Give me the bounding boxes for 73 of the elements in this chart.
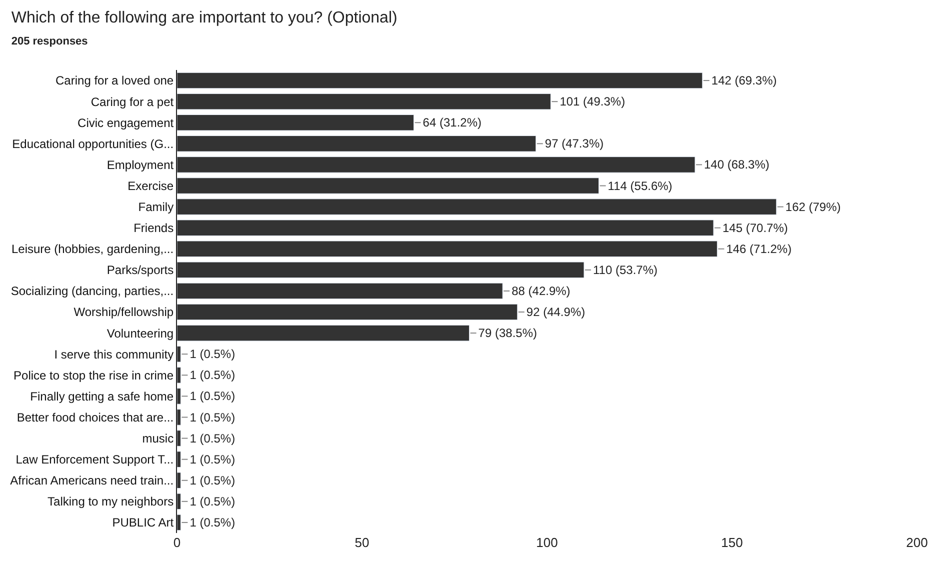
data-label: 79 (38.5%): [472, 326, 538, 340]
data-label: 140 (68.3%): [698, 158, 770, 172]
data-label: 1 (0.5%): [184, 389, 236, 404]
bar: [177, 324, 470, 342]
bar: [177, 409, 181, 426]
bar: [177, 493, 181, 510]
bar: [177, 114, 414, 131]
data-label: 101 (49.3%): [554, 94, 626, 109]
bar: [177, 198, 777, 215]
text: 205 responses: [11, 36, 88, 48]
data-label: 1 (0.5%): [184, 368, 236, 382]
y-tick-label: Caring for a pet: [90, 94, 174, 109]
bar: [177, 430, 181, 446]
data-label: 1 (0.5%): [184, 452, 236, 466]
bar: [177, 282, 503, 300]
bar: [177, 220, 714, 236]
data-label: 1 (0.5%): [184, 473, 236, 488]
x-tick-label: 0: [173, 535, 181, 550]
data-label: 110 (53.7%): [587, 262, 658, 277]
y-tick-label: African Americans need train...: [10, 474, 174, 488]
y-tick-label: Better food choices that are...: [16, 410, 174, 424]
y-tick-label: Family: [138, 200, 174, 214]
y-tick-label: Civic engagement: [78, 116, 174, 130]
data-label: 1 (0.5%): [184, 515, 236, 530]
y-tick-label: Volunteering: [106, 326, 174, 340]
bar: [177, 451, 181, 468]
y-tick-label: Worship/fellowship: [74, 305, 174, 320]
bar: [177, 304, 518, 320]
x-tick-label: 200: [906, 535, 928, 550]
y-tick-label: Talking to my neighbors: [48, 494, 174, 509]
bar: [177, 136, 536, 152]
data-label: 1 (0.5%): [184, 494, 236, 508]
y-tick-label: PUBLIC Art: [112, 516, 174, 530]
y-tick-label: Police to stop the rise in crime: [14, 368, 174, 382]
chart-title: Which of the following are important to you? (Optional): [11, 10, 398, 27]
data-label: 64 (31.2%): [416, 116, 482, 130]
data-label: 142 (69.3%): [705, 74, 777, 88]
data-label: 146 (71.2%): [720, 242, 792, 256]
bar: [177, 178, 600, 194]
y-tick-label: Leisure (hobbies, gardening,...: [11, 242, 174, 256]
y-tick-label: Parks/sports: [106, 263, 174, 278]
bar: [177, 367, 181, 384]
data-label: 1 (0.5%): [184, 410, 236, 424]
y-tick-label: Finally getting a safe home: [30, 389, 174, 404]
bar: [177, 72, 703, 89]
data-label: 1 (0.5%): [184, 347, 236, 362]
y-tick-label: Educational opportunities (G...: [12, 136, 174, 151]
y-tick-label: Friends: [134, 221, 174, 236]
y-tick-label: Exercise: [128, 178, 174, 193]
data-label: 88 (42.9%): [506, 284, 570, 298]
y-tick-label: music: [142, 432, 174, 446]
x-tick-label: 100: [536, 535, 558, 550]
y-tick-label: Law Enforcement Support T...: [16, 452, 174, 467]
y-tick-label: Socializing (dancing, parties,...: [10, 284, 174, 298]
data-label: 1 (0.5%): [184, 431, 236, 446]
y-tick-label: I serve this community: [54, 347, 174, 362]
data-label: 92 (44.9%): [520, 305, 586, 320]
bar: [177, 240, 718, 258]
bar: [177, 262, 584, 278]
x-tick-label: 50: [354, 535, 370, 550]
bar: [177, 346, 181, 362]
data-label: 145 (70.7%): [716, 220, 788, 235]
bar: [177, 472, 181, 489]
data-label: 114 (55.6%): [602, 178, 672, 193]
x-tick-label: 150: [721, 535, 743, 550]
bar: [177, 514, 181, 531]
bar: [177, 156, 696, 173]
bar: [177, 93, 551, 110]
data-label: 162 (79%): [779, 200, 841, 214]
data-label: 97 (47.3%): [538, 136, 604, 151]
y-tick-label: Caring for a loved one: [56, 74, 174, 88]
y-tick-label: Employment: [106, 158, 174, 172]
bar: [177, 388, 181, 404]
